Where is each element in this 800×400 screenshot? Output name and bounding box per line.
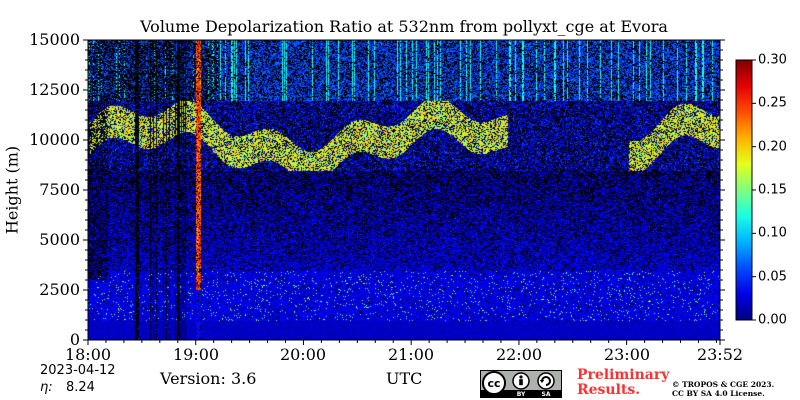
colorbar [735, 59, 753, 321]
cc-icon: cc [482, 371, 506, 395]
y-tick-label: 0 [69, 330, 80, 349]
colorbar-tick-label: 0.20 [758, 139, 787, 155]
x-tick-label: 18:00 [64, 345, 112, 364]
colorbar-tick-label: 0.30 [758, 52, 787, 68]
preliminary-notice: Preliminary Results. [577, 368, 669, 398]
x-tick-label: 23:52 [696, 345, 744, 364]
by-text: BY [517, 391, 526, 398]
preliminary-line-2: Results. [577, 382, 641, 398]
copyright-line-1: © TROPOS & CGE 2023. [672, 380, 775, 389]
eta-value: 8.24 [66, 380, 95, 395]
sa-icon: SA [537, 372, 555, 398]
y-axis-label: Height (m) [2, 145, 22, 235]
copyright-notice: © TROPOS & CGE 2023. CC BY SA 4.0 Licens… [672, 380, 774, 398]
by-icon: BY [512, 372, 530, 398]
y-tick-label: 7500 [39, 180, 80, 199]
x-tick-label: 22:00 [495, 345, 543, 364]
x-axis-label: UTC [386, 369, 423, 388]
colorbar-tick-label: 0.25 [758, 95, 787, 111]
cc-text: cc [487, 377, 500, 390]
colorbar-tick-label: 0.05 [758, 269, 787, 285]
y-tick-label: 2500 [39, 280, 80, 299]
eta-label: η: [40, 380, 53, 395]
colorbar-tick-label: 0.10 [758, 225, 787, 241]
y-tick-label: 10000 [29, 130, 80, 149]
x-tick-label: 21:00 [387, 345, 435, 364]
version-label: Version: 3.6 [160, 369, 257, 388]
colorbar-tick-label: 0.15 [758, 182, 787, 198]
cc-license-badge: cc BY SA [480, 370, 562, 398]
x-tick-label: 23:00 [603, 345, 651, 364]
y-tick-label: 12500 [29, 80, 80, 99]
date-label: 2023-04-12 [40, 363, 116, 378]
x-tick-label: 20:00 [279, 345, 327, 364]
sa-text: SA [542, 391, 551, 398]
preliminary-line-1: Preliminary [577, 367, 670, 383]
copyright-line-2: CC BY SA 4.0 License. [672, 389, 765, 398]
y-tick-label: 5000 [39, 230, 80, 249]
colorbar-tick-label: 0.00 [758, 312, 787, 328]
y-tick-label: 15000 [29, 30, 80, 49]
depolarization-heatmap [88, 40, 720, 340]
chart-title: Volume Depolarization Ratio at 532nm fro… [140, 17, 668, 36]
x-tick-label: 19:00 [172, 345, 220, 364]
